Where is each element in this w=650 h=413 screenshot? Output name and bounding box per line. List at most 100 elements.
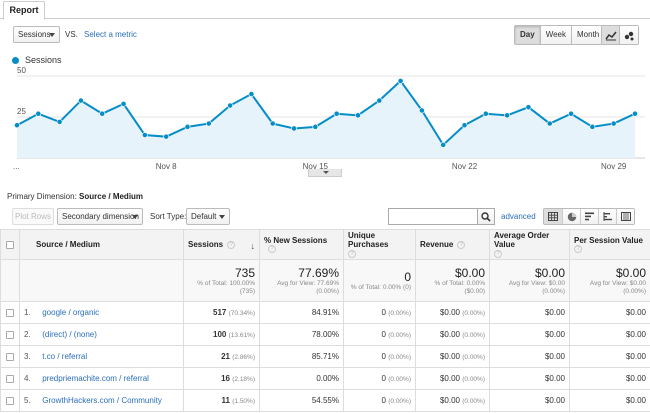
help-icon[interactable]: ? xyxy=(457,240,466,249)
totals-row: 735% of Total: 100.00% (735) 77.69% Avg f… xyxy=(0,259,650,302)
advanced-filter-link[interactable]: advanced xyxy=(501,212,536,221)
revenue-pct: (0.00%) xyxy=(462,332,485,339)
table-row: 4. predpriemachite.com / referral 16 (2.1… xyxy=(0,367,650,390)
col-sessions[interactable]: Sessions? ↓ xyxy=(183,229,260,260)
purchases-pct: (0.00%) xyxy=(388,398,411,405)
sort-down-arrow-icon: ↓ xyxy=(250,241,256,251)
purchases-cell: 0 (0.00%) xyxy=(343,367,416,390)
sessions-pct: (70.34%) xyxy=(228,310,255,317)
line-chart-icon[interactable] xyxy=(602,26,620,44)
total-sub: % of Total: 0.00% (0) xyxy=(350,283,411,291)
primary-dimension-value[interactable]: Source / Medium xyxy=(79,192,144,201)
series-swatch xyxy=(12,56,19,64)
col-revenue[interactable]: Revenue? xyxy=(415,229,490,260)
source-link[interactable]: predpriemachite.com / referral xyxy=(42,374,149,383)
row-checkbox[interactable] xyxy=(6,330,14,339)
source-link[interactable]: google / organic xyxy=(42,308,100,317)
plot-rows-button[interactable]: Plot Rows xyxy=(12,208,54,225)
select-metric-link[interactable]: Select a metric xyxy=(84,30,137,39)
new-sessions-cell: 84.91% xyxy=(259,301,344,324)
psv-cell: $0.00 xyxy=(569,389,650,412)
data-table-icon[interactable] xyxy=(544,209,562,224)
row-checkbox[interactable] xyxy=(6,352,14,361)
y-tick-label: 25 xyxy=(17,107,26,116)
data-point xyxy=(248,91,255,97)
totals-blank xyxy=(19,259,184,302)
secondary-dimension-dropdown[interactable]: Secondary dimension xyxy=(57,208,143,225)
revenue-cell: $0.00 (0.00%) xyxy=(415,323,490,346)
metric-dropdown-label: Sessions xyxy=(18,30,51,39)
data-point xyxy=(461,122,468,129)
metric-dropdown[interactable]: Sessions xyxy=(13,26,60,43)
table-header-row: Source / Medium Sessions? ↓ % New Session… xyxy=(0,229,650,260)
psv-cell: $0.00 xyxy=(569,301,650,324)
row-checkbox[interactable] xyxy=(6,396,14,405)
sort-type-dropdown[interactable]: Default xyxy=(186,208,230,225)
data-point xyxy=(184,123,191,130)
pie-chart-icon[interactable] xyxy=(562,209,580,224)
row-checkbox[interactable] xyxy=(6,374,14,383)
chevron-down-icon xyxy=(132,215,138,219)
purchases-value: 0 xyxy=(381,330,386,339)
aov-cell: $0.00 xyxy=(489,389,570,412)
col-source-medium[interactable]: Source / Medium xyxy=(19,229,184,260)
help-icon[interactable]: ? xyxy=(268,245,276,254)
legend-label: Sessions xyxy=(25,55,62,65)
search-icon xyxy=(481,211,491,222)
data-point xyxy=(269,120,276,127)
sessions-value: 517 xyxy=(213,308,227,317)
comparison-icon[interactable] xyxy=(598,209,616,224)
search-button[interactable] xyxy=(478,208,495,225)
pivot-icon[interactable] xyxy=(616,209,634,224)
row-select-cell xyxy=(0,367,20,390)
total-revenue: $0.00% of Total: 0.00% ($0.00) xyxy=(415,259,490,302)
help-icon[interactable]: ? xyxy=(348,249,356,258)
source-link[interactable]: (direct) / (none) xyxy=(42,330,97,339)
col-label: Per Session Value xyxy=(574,235,643,245)
data-point xyxy=(418,107,425,114)
purchases-cell: 0 (0.00%) xyxy=(343,301,416,324)
sessions-value: 11 xyxy=(221,396,230,405)
psv-cell: $0.00 xyxy=(569,345,650,368)
month-button[interactable]: Month xyxy=(571,26,605,44)
data-point xyxy=(610,120,617,127)
revenue-value: $0.00 xyxy=(439,308,460,317)
data-point xyxy=(546,120,553,127)
tab-report[interactable]: Report xyxy=(3,1,45,20)
total-value: $0.00 xyxy=(615,265,646,280)
sessions-value: 16 xyxy=(221,374,230,383)
col-unique-purchases[interactable]: Unique Purchases? xyxy=(343,229,416,260)
day-button[interactable]: Day xyxy=(515,26,540,44)
motion-chart-icon[interactable] xyxy=(620,26,638,44)
source-link[interactable]: t.co / referral xyxy=(42,352,88,361)
help-icon[interactable]: ? xyxy=(227,240,236,249)
select-all-checkbox[interactable] xyxy=(6,240,14,249)
revenue-value: $0.00 xyxy=(439,352,460,361)
x-tick-label: ... xyxy=(13,162,20,171)
data-point xyxy=(78,97,84,104)
week-button[interactable]: Week xyxy=(539,26,571,44)
new-sessions-cell: 85.71% xyxy=(259,345,344,368)
data-point xyxy=(120,100,127,107)
data-point xyxy=(227,102,234,109)
col-avg-order-value[interactable]: Average Order Value? xyxy=(489,229,570,260)
help-icon[interactable]: ? xyxy=(494,249,502,258)
table-search-input[interactable] xyxy=(388,208,478,225)
col-new-sessions[interactable]: % New Sessions? xyxy=(259,229,344,260)
revenue-value: $0.00 xyxy=(439,396,460,405)
row-select-cell xyxy=(0,345,20,368)
performance-bar-icon[interactable] xyxy=(580,209,598,224)
col-label: Source / Medium xyxy=(36,240,101,249)
row-select-cell xyxy=(0,389,20,412)
collapse-chart-handle[interactable] xyxy=(308,169,342,177)
row-checkbox[interactable] xyxy=(6,308,14,317)
col-per-session-value[interactable]: Per Session Value? xyxy=(569,229,650,260)
help-icon[interactable]: ? xyxy=(574,245,582,254)
new-sessions-cell: 0.00% xyxy=(259,367,344,390)
col-label: Sessions xyxy=(188,240,224,249)
x-tick-label: Nov 15 xyxy=(303,162,329,171)
source-link[interactable]: GrowthHackers.com / Community xyxy=(42,396,162,405)
sessions-pct: (2.18%) xyxy=(232,376,255,383)
chevron-down-icon xyxy=(219,215,225,219)
purchases-pct: (0.00%) xyxy=(388,332,411,339)
